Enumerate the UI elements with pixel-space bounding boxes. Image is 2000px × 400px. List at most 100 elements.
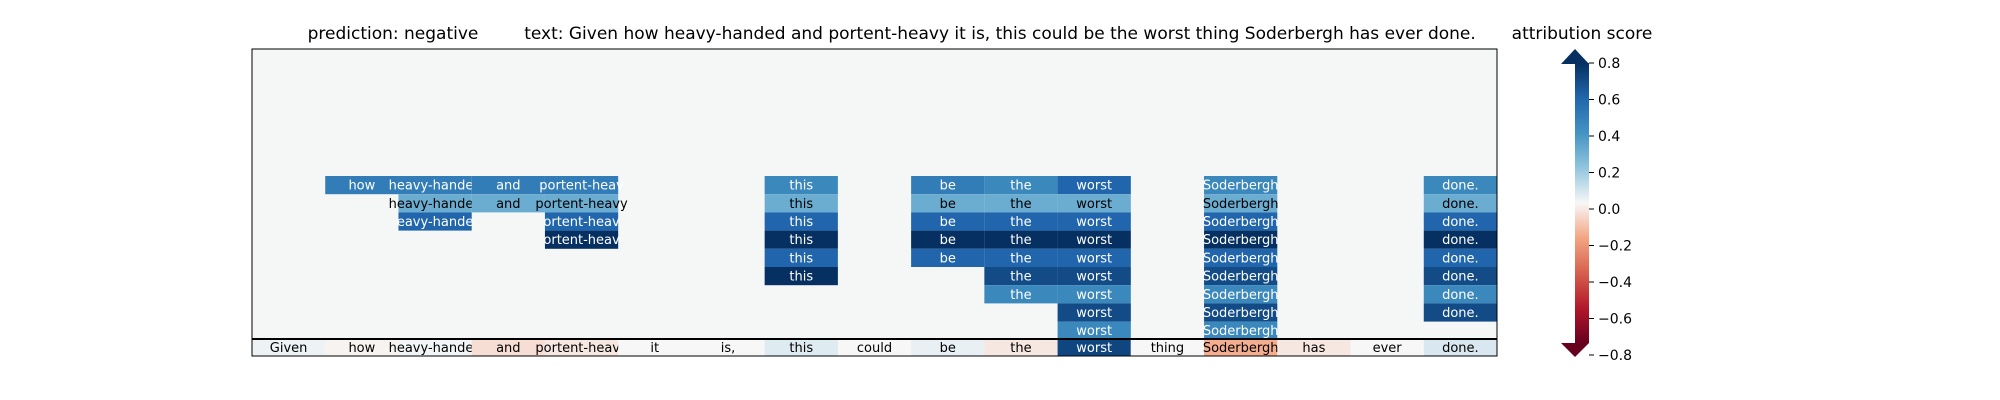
heatmap-cell	[1057, 194, 1131, 213]
base-token-cell	[544, 339, 619, 356]
heatmap-cell-label: done.	[1442, 179, 1479, 194]
base-token-label: ever	[1373, 341, 1403, 356]
heatmap-cell	[398, 194, 472, 213]
base-token-cell	[1057, 339, 1131, 356]
heatmap-cell-label: be	[940, 233, 956, 248]
heatmap-cell-label: be	[940, 197, 956, 212]
heatmap-cell-label: worst	[1076, 306, 1112, 321]
heatmap-cell-label: worst	[1076, 233, 1112, 248]
text-title: text: Given how heavy-handed and portent…	[524, 24, 1476, 44]
heatmap-cell-label: the	[1010, 179, 1031, 194]
heatmap-cell-label: portent-heav	[539, 179, 624, 194]
heatmap-cell	[984, 267, 1058, 286]
base-token-cell	[764, 339, 838, 356]
heatmap-cell	[1423, 267, 1497, 286]
heatmap-cell-label: Soderbergh	[1203, 197, 1279, 212]
heatmap-cell-label: done.	[1442, 215, 1479, 230]
heatmap-cell-label: worst	[1076, 324, 1112, 339]
heatmap-cell-label: the	[1010, 197, 1031, 212]
base-token-label: this	[789, 341, 813, 356]
heatmap-cell-label: worst	[1076, 270, 1112, 285]
base-token-cell	[471, 339, 545, 356]
base-token-label: how	[348, 341, 375, 356]
heatmap-cell	[984, 212, 1058, 231]
heatmap-cell-label: be	[940, 251, 956, 266]
base-token-label: heavy-handed	[389, 341, 482, 356]
heatmap-cell	[1204, 230, 1278, 249]
heatmap-cell	[544, 212, 619, 231]
heatmap-cell-label: Soderbergh	[1203, 233, 1279, 248]
base-token-cell	[1204, 339, 1278, 356]
heatmap-cell	[911, 176, 985, 195]
heatmap-cell	[1204, 212, 1278, 231]
heatmap-cell	[1204, 303, 1278, 322]
base-token-label: could	[857, 341, 892, 356]
heatmap-cell-label: and	[496, 197, 520, 212]
heatmap-cell-label: this	[789, 215, 813, 230]
heatmap-cell-label: this	[789, 251, 813, 266]
base-token-label: has	[1302, 341, 1325, 356]
heatmap-cell	[984, 230, 1058, 249]
heatmap-cell	[1423, 248, 1497, 267]
heatmap-cell-label: this	[789, 179, 813, 194]
heatmap-cell-label: worst	[1076, 179, 1112, 194]
heatmap-cell	[1057, 212, 1131, 231]
heatmap-cell	[544, 176, 619, 195]
base-token-row: Given how heavy-handed and portent-heavy it is…	[252, 339, 1497, 356]
heatmap-cell	[1057, 321, 1131, 340]
heatmap-cell	[984, 248, 1058, 267]
heatmap-cell-label: Soderbergh	[1203, 215, 1279, 230]
colorbar-tick-label: −0.4	[1598, 275, 1632, 291]
heatmap-cell-label: this	[789, 197, 813, 212]
heatmap-cell	[911, 230, 985, 249]
heatmap-cell	[1204, 321, 1278, 340]
colorbar-gradient	[1575, 63, 1589, 343]
heatmap-cell	[544, 194, 619, 213]
heatmap-cell-label: done.	[1442, 306, 1479, 321]
colorbar-ticks: 0.8 0.6 0.4 0.2 0.0 −0.2 −0.4 −0.6 −0.8	[1589, 56, 1632, 364]
heatmap-cell-label: the	[1010, 288, 1031, 303]
colorbar-tick-label: −0.6	[1598, 312, 1632, 328]
colorbar-tick-label: 0.6	[1598, 93, 1620, 109]
base-token-cell	[984, 339, 1058, 356]
heatmap-cell-label: Soderbergh	[1203, 324, 1279, 339]
heatmap-cell	[1423, 303, 1497, 322]
heatmap-cell	[1057, 176, 1131, 195]
heatmap-cell	[1204, 248, 1278, 267]
heatmap-cell-label: how	[348, 179, 375, 194]
heatmap-cell-label: and	[496, 179, 520, 194]
heatmap-cell	[764, 267, 838, 286]
heatmap-cell	[911, 248, 985, 267]
heatmap-cell	[325, 176, 399, 195]
heatmap-cell	[1204, 285, 1278, 304]
base-token-label: Soderbergh	[1203, 341, 1279, 356]
colorbar-title: attribution score	[1512, 24, 1653, 44]
heatmap-cell-label: worst	[1076, 197, 1112, 212]
base-token-cell	[618, 339, 692, 356]
base-token-cell	[911, 339, 985, 356]
heatmap-cell-label: Soderbergh	[1203, 251, 1279, 266]
heatmap-cell	[1057, 303, 1131, 322]
heatmap-cell	[1057, 285, 1131, 304]
base-token-label: done.	[1442, 341, 1479, 356]
base-token-label: thing	[1151, 341, 1184, 356]
heatmap-cell	[1057, 248, 1131, 267]
base-token-cell	[1277, 339, 1351, 356]
heatmap-cell	[544, 230, 619, 249]
base-token-label: Given	[270, 341, 308, 356]
heatmap-cell	[984, 176, 1058, 195]
heatmap-cell-label: done.	[1442, 251, 1479, 266]
heatmap-cell-label: eavy-hande	[397, 215, 474, 230]
heatmap-cell-label: the	[1010, 270, 1031, 285]
heatmap-cell	[764, 176, 838, 195]
heatmap-cell-label: Soderbergh	[1203, 179, 1279, 194]
heatmap-cell	[398, 176, 472, 195]
base-token-cell	[398, 339, 472, 356]
heatmap-cell-label: this	[789, 233, 813, 248]
heatmap-cell	[1423, 176, 1497, 195]
heatmap-cell-label: Soderbergh	[1203, 270, 1279, 285]
colorbar-bottom-extension	[1561, 343, 1589, 357]
plot-frame	[251, 48, 1498, 357]
heatmap-cell-label: be	[940, 179, 956, 194]
base-token-label: and	[496, 341, 520, 356]
